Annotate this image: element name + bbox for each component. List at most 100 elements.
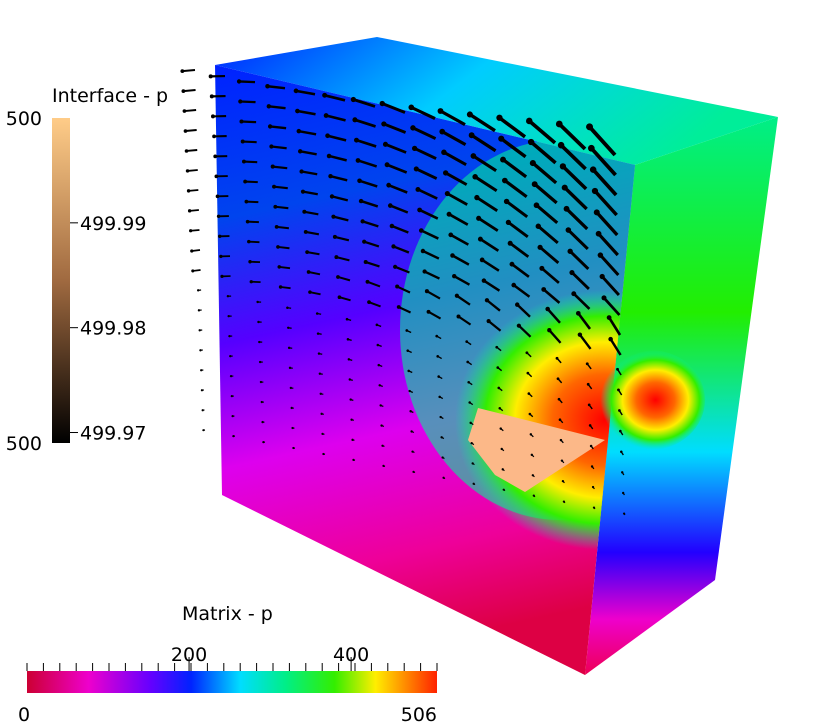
arrow-head bbox=[477, 236, 483, 242]
arrow-head bbox=[201, 409, 204, 412]
arrow bbox=[602, 296, 621, 316]
arrow-head bbox=[231, 415, 234, 418]
arrow bbox=[417, 188, 438, 200]
arrow bbox=[428, 310, 442, 320]
arrow bbox=[422, 249, 440, 260]
arrow-head bbox=[597, 252, 604, 258]
arrow-head bbox=[412, 470, 415, 473]
arrow bbox=[381, 102, 406, 114]
arrow-head bbox=[486, 319, 491, 324]
arrow-head bbox=[197, 309, 201, 312]
arrow-head bbox=[286, 306, 289, 310]
arrow bbox=[269, 125, 287, 130]
arrow bbox=[413, 147, 437, 160]
arrow-head bbox=[384, 162, 390, 168]
arrow-head bbox=[296, 128, 302, 134]
arrow-head bbox=[526, 117, 533, 125]
arrow-head bbox=[318, 372, 322, 375]
arrow-head bbox=[262, 440, 265, 444]
arrow bbox=[386, 163, 408, 174]
arrow-head bbox=[183, 129, 188, 133]
arrow bbox=[368, 301, 381, 308]
arrow-head bbox=[212, 134, 216, 139]
arrow bbox=[309, 291, 321, 296]
arrow bbox=[298, 129, 317, 136]
arrow-head bbox=[379, 404, 382, 407]
arrow-head bbox=[376, 343, 380, 347]
arrow bbox=[595, 211, 619, 237]
arrow-head bbox=[396, 305, 401, 309]
arrow-head bbox=[617, 388, 620, 392]
arrow bbox=[476, 196, 499, 212]
arrow-head bbox=[528, 412, 532, 416]
arrow-head bbox=[389, 223, 395, 229]
arrow-head bbox=[452, 273, 457, 279]
arrow-head bbox=[220, 274, 224, 279]
arrow-head bbox=[226, 294, 230, 298]
arrow-head bbox=[466, 111, 473, 118]
arrow-head bbox=[503, 198, 510, 205]
arrow bbox=[444, 171, 468, 186]
arrow-head bbox=[555, 120, 563, 128]
arrow-head bbox=[258, 360, 262, 364]
arrow-head bbox=[379, 100, 385, 107]
arrow bbox=[511, 263, 530, 278]
arrow-head bbox=[240, 139, 245, 144]
arrow bbox=[539, 246, 560, 264]
arrow-head bbox=[287, 326, 290, 330]
arrow bbox=[505, 200, 529, 218]
arrow bbox=[239, 80, 256, 84]
arrow-head bbox=[328, 173, 333, 179]
arrow-head bbox=[484, 298, 490, 303]
arrow-head bbox=[357, 178, 362, 184]
arrow-head bbox=[468, 132, 475, 139]
arrow bbox=[548, 329, 562, 344]
arrow-head bbox=[616, 367, 619, 371]
arrow-head bbox=[481, 278, 487, 283]
arrow-head bbox=[446, 211, 452, 217]
tick-label: 499.97 bbox=[80, 423, 146, 445]
arrow bbox=[599, 254, 620, 277]
arrow-head bbox=[409, 410, 412, 413]
arrow-head bbox=[537, 244, 543, 250]
arrow-head bbox=[380, 424, 383, 427]
tick-label: 499.99 bbox=[80, 213, 146, 235]
arrow-head bbox=[450, 253, 455, 258]
arrow-head bbox=[322, 92, 328, 98]
arrow-head bbox=[382, 464, 385, 467]
arrow-head bbox=[501, 468, 504, 471]
arrow bbox=[426, 290, 441, 300]
arrow-head bbox=[547, 328, 552, 333]
arrow-head bbox=[571, 291, 577, 297]
arrow-head bbox=[292, 446, 295, 450]
arrow-head bbox=[441, 456, 444, 459]
arrow bbox=[500, 137, 527, 159]
arrow-head bbox=[274, 224, 279, 229]
arrow bbox=[339, 296, 351, 302]
arrow bbox=[388, 183, 408, 194]
arrow-head bbox=[448, 232, 454, 238]
arrow bbox=[450, 233, 469, 246]
arrow-head bbox=[561, 479, 565, 483]
arrow-head bbox=[561, 184, 568, 191]
tick-label: 499.98 bbox=[80, 318, 146, 340]
range-label: 500 bbox=[6, 433, 42, 455]
arrow-head bbox=[208, 74, 213, 79]
arrow-head bbox=[454, 293, 459, 298]
arrow-head bbox=[438, 395, 441, 399]
arrow bbox=[518, 324, 532, 338]
arrow bbox=[184, 109, 197, 113]
arrow-head bbox=[350, 418, 353, 421]
arrow bbox=[328, 154, 347, 162]
arrow-head bbox=[529, 160, 536, 167]
arrow-head bbox=[499, 427, 502, 430]
arrow bbox=[561, 165, 588, 191]
arrow-head bbox=[595, 230, 602, 237]
arrow-head bbox=[467, 380, 470, 384]
arrow-head bbox=[563, 205, 570, 212]
arrow-head bbox=[531, 474, 534, 477]
arrow-head bbox=[406, 349, 410, 352]
arrow-head bbox=[256, 300, 259, 304]
arrow-head bbox=[559, 438, 563, 442]
arrow-head bbox=[395, 284, 400, 289]
